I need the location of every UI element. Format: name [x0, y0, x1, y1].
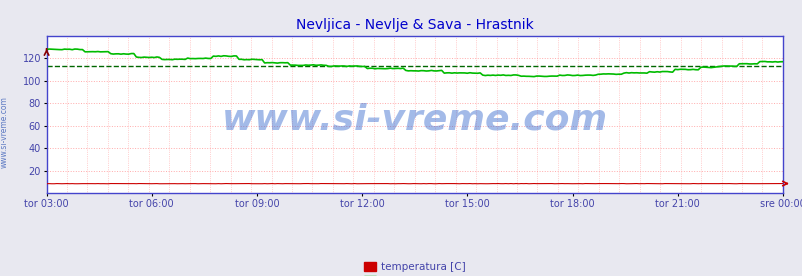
- Title: Nevljica - Nevlje & Sava - Hrastnik: Nevljica - Nevlje & Sava - Hrastnik: [295, 18, 533, 32]
- Text: www.si-vreme.com: www.si-vreme.com: [221, 102, 607, 136]
- Legend: temperatura [C], pretok [m3/s]: temperatura [C], pretok [m3/s]: [363, 262, 465, 276]
- Text: www.si-vreme.com: www.si-vreme.com: [0, 97, 9, 168]
